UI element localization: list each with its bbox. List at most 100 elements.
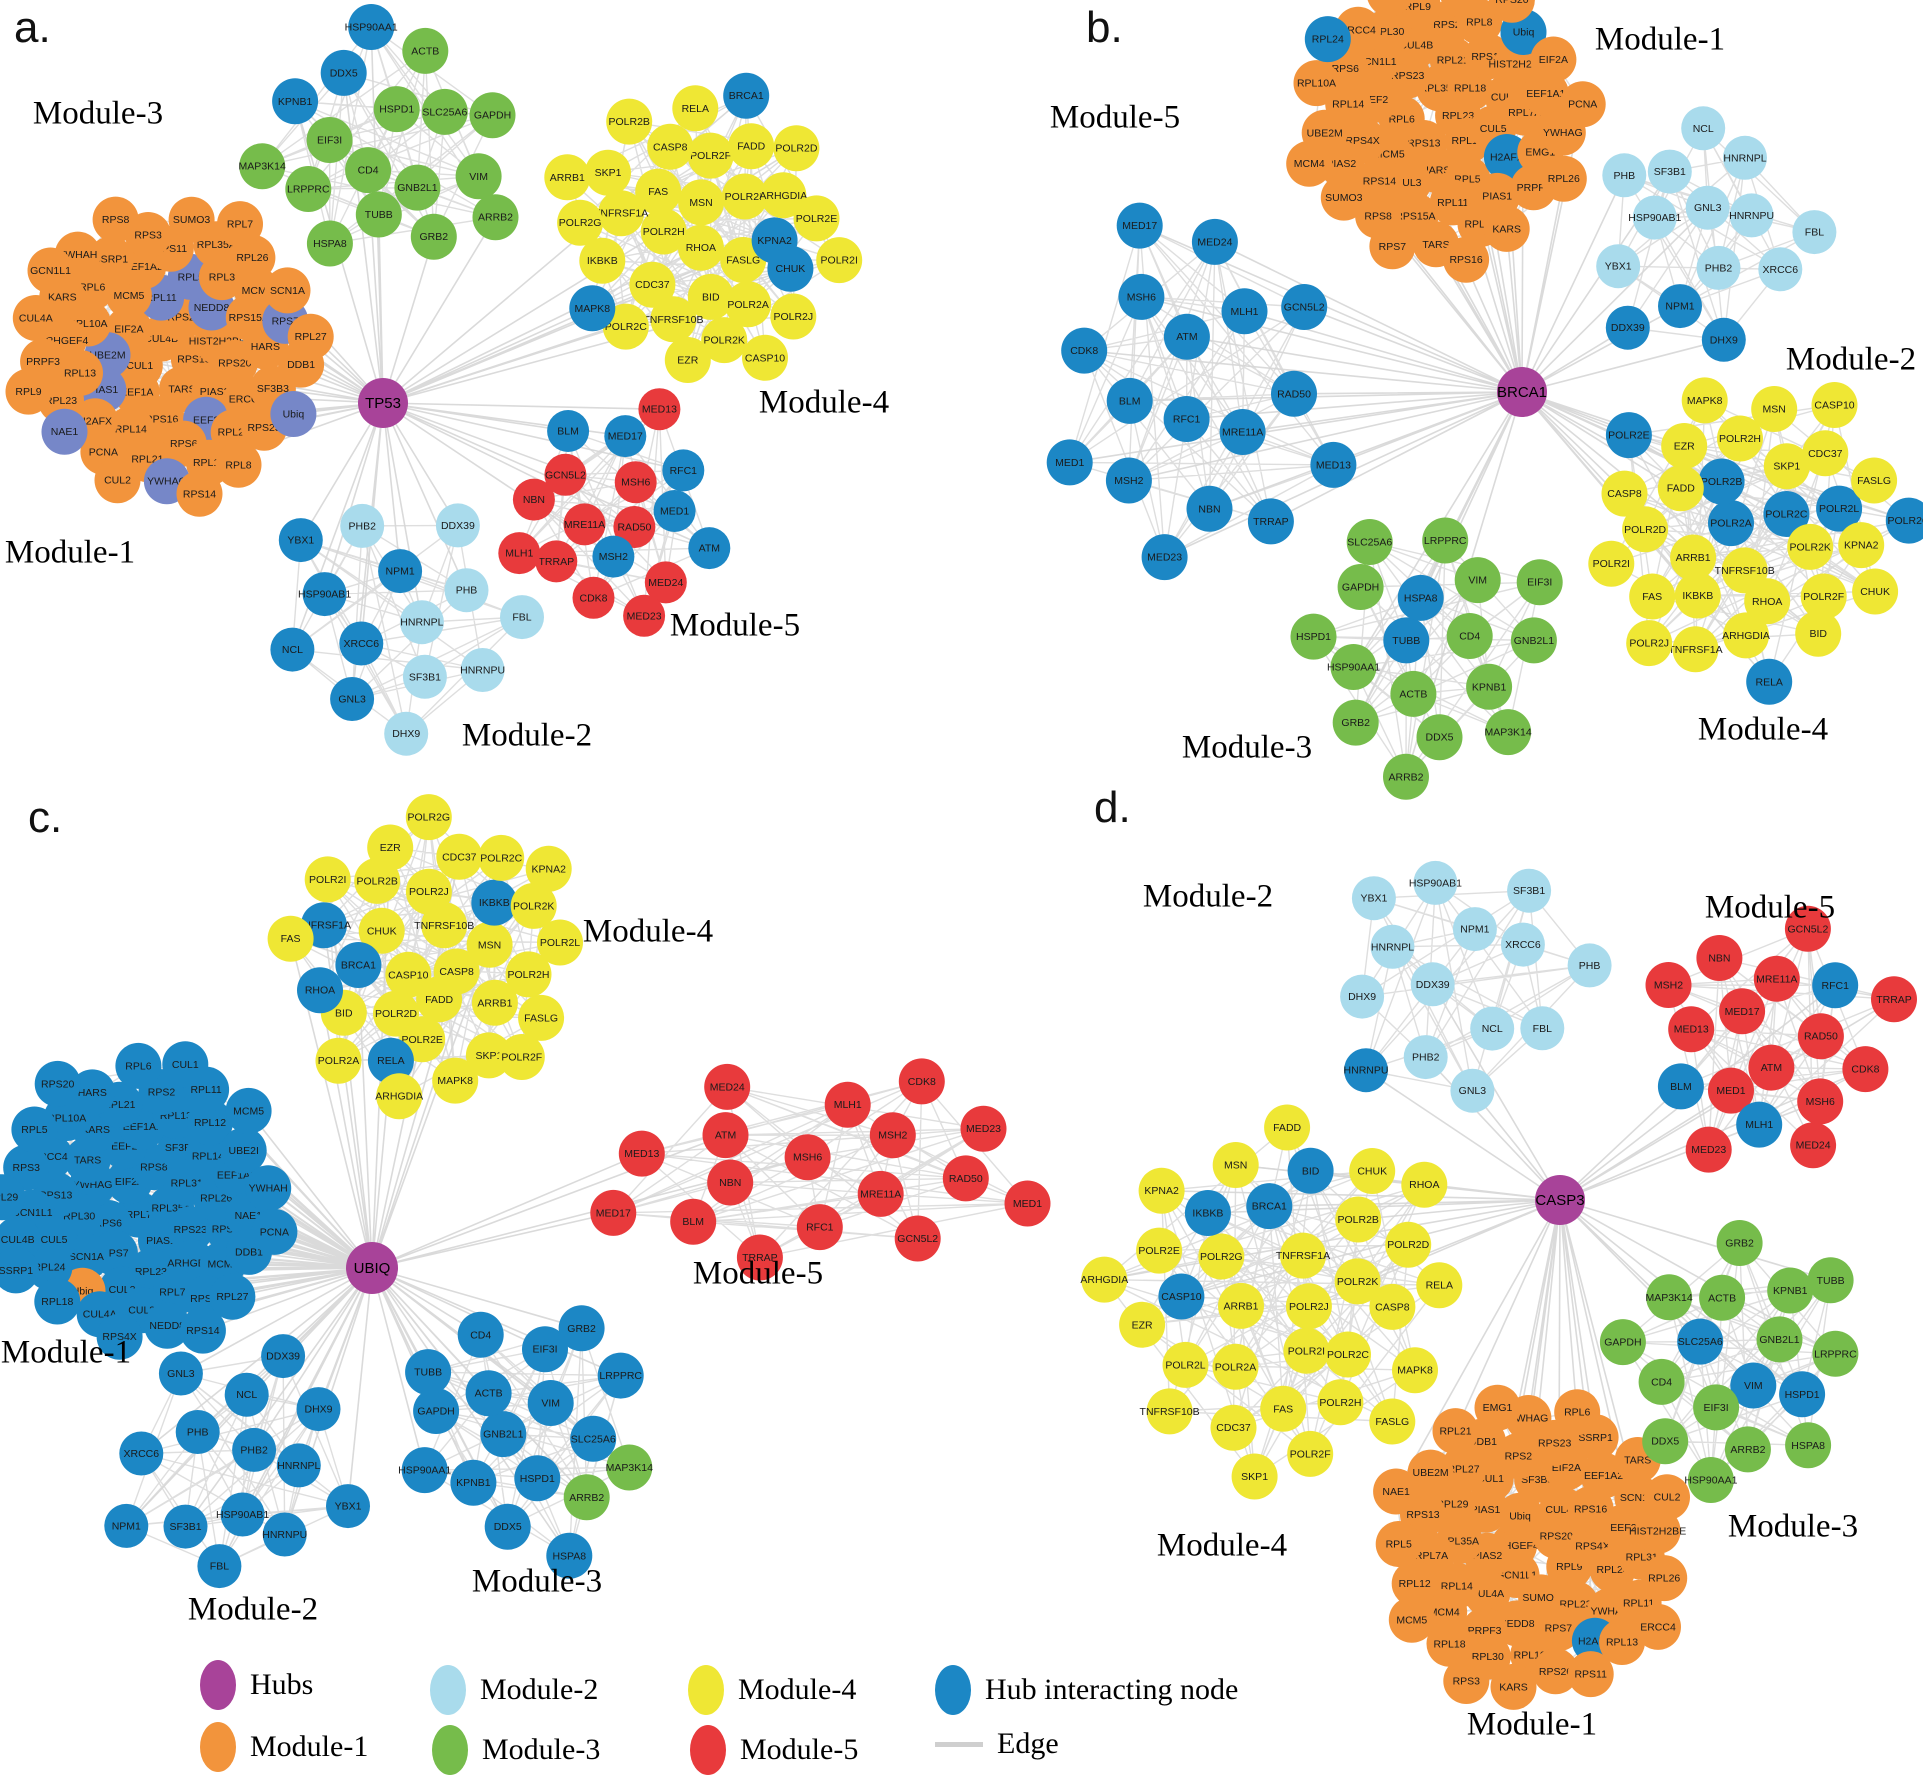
node-HSP90AA1[interactable]: [401, 1447, 448, 1494]
node-EMG1[interactable]: [1474, 1384, 1521, 1431]
node-TNFRSF10B[interactable]: [650, 296, 697, 343]
node-BID[interactable]: [1795, 610, 1842, 657]
node-SF3B1[interactable]: [163, 1504, 208, 1549]
node-RPS4X[interactable]: [96, 1313, 143, 1360]
node-MAP3K14[interactable]: [1646, 1274, 1693, 1321]
node-Ubiq[interactable]: [1497, 1492, 1543, 1539]
node-POLR2G[interactable]: [557, 199, 604, 246]
node-TUBB[interactable]: [1807, 1257, 1854, 1304]
node-EEF1A2[interactable]: [1580, 1452, 1627, 1499]
node-RPS26[interactable]: [1532, 1648, 1579, 1695]
node-KARS[interactable]: [1483, 205, 1530, 252]
node-CDC37[interactable]: [1210, 1404, 1257, 1451]
node-GCN5L2[interactable]: [544, 453, 587, 496]
node-POLR2F[interactable]: [1800, 573, 1847, 620]
node-HSP90AB1[interactable]: [302, 572, 347, 617]
node-HSPD1[interactable]: [1290, 613, 1337, 660]
node-RPL6[interactable]: [115, 1042, 162, 1089]
node-ATM[interactable]: [1163, 313, 1210, 360]
node-ACTB[interactable]: [1390, 670, 1437, 717]
node-POLR2A[interactable]: [1708, 500, 1754, 547]
node-POLR2E[interactable]: [1605, 412, 1652, 459]
node-SF3B1[interactable]: [402, 654, 447, 699]
node-YBX1[interactable]: [326, 1484, 370, 1529]
node-MAPK8[interactable]: [432, 1057, 479, 1104]
node-IKBKB[interactable]: [1674, 572, 1721, 619]
node-GAPDH[interactable]: [469, 92, 516, 139]
node-RPL6[interactable]: [1554, 1389, 1601, 1436]
node-FAS[interactable]: [267, 915, 314, 962]
node-PHB[interactable]: [444, 568, 489, 613]
node-KARS[interactable]: [1490, 1663, 1537, 1710]
node-ACTB[interactable]: [402, 27, 449, 74]
node-CDC37[interactable]: [436, 833, 483, 880]
node-MED1[interactable]: [1708, 1067, 1754, 1114]
node-ACTB[interactable]: [1699, 1274, 1746, 1321]
node-POLR2G[interactable]: [1885, 497, 1923, 544]
node-MSH6[interactable]: [1797, 1078, 1844, 1125]
node-PHB[interactable]: [175, 1410, 220, 1454]
node-ARHGDIA[interactable]: [376, 1073, 423, 1120]
node-CHUK[interactable]: [767, 245, 814, 292]
node-POLR2K[interactable]: [701, 317, 748, 364]
node-KPNB1[interactable]: [1466, 663, 1513, 710]
node-ATM[interactable]: [702, 1112, 749, 1159]
node-DDX39[interactable]: [1410, 962, 1455, 1007]
node-CD4[interactable]: [345, 147, 392, 194]
node-RPL9[interactable]: [5, 368, 52, 415]
node-MAP3K14[interactable]: [1485, 709, 1532, 756]
node-MLH1[interactable]: [824, 1081, 871, 1128]
node-SCN1A[interactable]: [264, 267, 311, 314]
node-FBL[interactable]: [1792, 210, 1837, 255]
node-DHX9[interactable]: [296, 1387, 341, 1432]
node-DDX5[interactable]: [1642, 1418, 1689, 1465]
node-MRE11A[interactable]: [563, 503, 606, 546]
node-RPS20[interactable]: [34, 1060, 81, 1107]
node-MED23[interactable]: [1141, 534, 1188, 581]
node-CHUK[interactable]: [1349, 1148, 1396, 1194]
node-GCN5L2[interactable]: [1281, 284, 1328, 330]
node-POLR2I[interactable]: [816, 237, 863, 284]
node-NAE1[interactable]: [1373, 1468, 1420, 1515]
node-RELA[interactable]: [1416, 1262, 1463, 1309]
node-BRCA1[interactable]: [723, 72, 770, 119]
node-RFC1[interactable]: [796, 1204, 843, 1251]
node-MED17[interactable]: [1719, 988, 1766, 1035]
node-MAPK8[interactable]: [1681, 377, 1728, 424]
node-RPL24[interactable]: [26, 1244, 73, 1291]
node-CHUK[interactable]: [358, 907, 405, 954]
node-NPM1[interactable]: [1452, 907, 1497, 952]
node-GCN1L1[interactable]: [27, 247, 74, 294]
node-XRCC6[interactable]: [119, 1431, 164, 1476]
node-ARRB1[interactable]: [544, 154, 591, 201]
node-MED23[interactable]: [960, 1105, 1007, 1152]
node-CUL2[interactable]: [94, 457, 141, 504]
node-RPS14[interactable]: [179, 1307, 226, 1354]
node-EZR[interactable]: [664, 337, 711, 383]
node-GNL3[interactable]: [330, 677, 375, 721]
node-BLM[interactable]: [1106, 377, 1153, 424]
node-HSPD1[interactable]: [514, 1455, 561, 1502]
node-RPL10A[interactable]: [1293, 60, 1340, 107]
node-MED23[interactable]: [1685, 1126, 1732, 1173]
node-MAPK8[interactable]: [1392, 1347, 1438, 1394]
node-MCM5[interactable]: [1388, 1596, 1435, 1643]
node-HNRNPL[interactable]: [399, 600, 444, 645]
node-RPL21[interactable]: [1432, 1408, 1479, 1455]
node-POLR2B[interactable]: [1335, 1196, 1382, 1243]
node-POLR2D[interactable]: [1385, 1221, 1432, 1268]
node-XRCC6[interactable]: [339, 621, 384, 666]
node-RPL8[interactable]: [215, 441, 262, 488]
node-FBL[interactable]: [197, 1544, 242, 1589]
node-RPS14[interactable]: [176, 470, 223, 517]
node-EIF3I[interactable]: [522, 1326, 568, 1373]
node-POLR2I[interactable]: [1283, 1327, 1330, 1374]
node-FBL[interactable]: [1520, 1006, 1565, 1051]
node-MAPK8[interactable]: [569, 285, 616, 332]
node-PHB2[interactable]: [1696, 245, 1741, 290]
node-HSP90AA1[interactable]: [1687, 1457, 1734, 1503]
node-EZR[interactable]: [1119, 1301, 1166, 1348]
node-MSH2[interactable]: [1105, 457, 1152, 504]
node-GAPDH[interactable]: [1599, 1319, 1646, 1366]
node-IKBKB[interactable]: [471, 879, 518, 926]
